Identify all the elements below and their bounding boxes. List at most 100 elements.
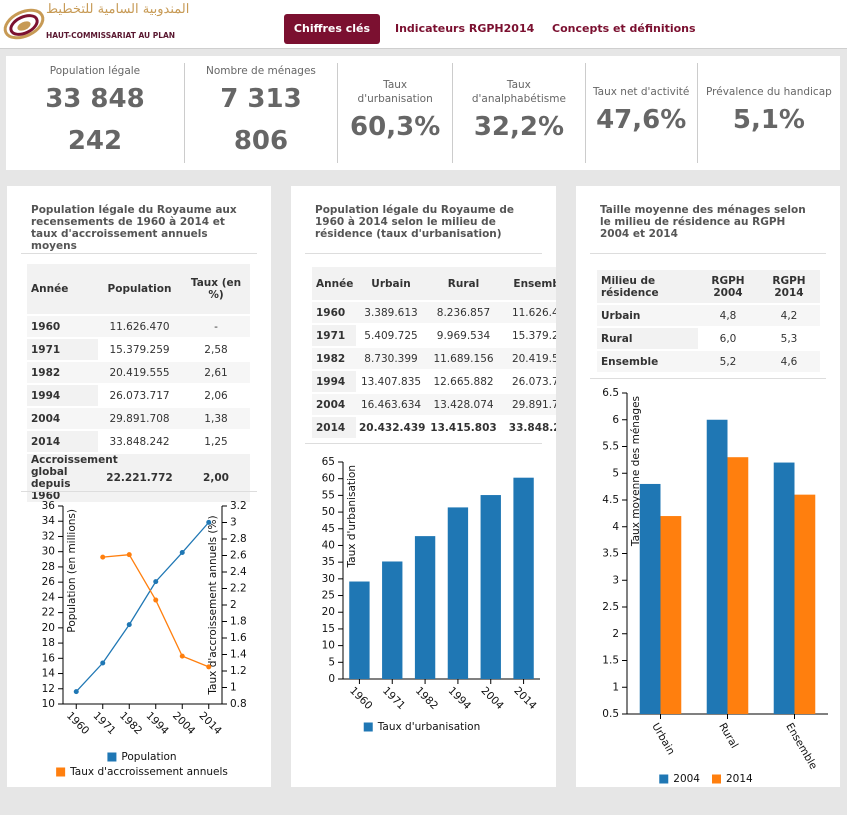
- table-wrap: Année Population Taux (en %) 1960 11.626.470…: [27, 264, 250, 504]
- key-figure-label: Taux d'analphabétisme: [471, 79, 566, 105]
- table-cell: 4,6: [758, 350, 820, 374]
- table-cell: 2,58: [181, 338, 250, 362]
- key-figure-value: 60,3%: [350, 112, 441, 142]
- y-tick-label: 10: [42, 698, 55, 710]
- table-cell: 3.389.613: [356, 301, 426, 325]
- table-cell: 1971: [312, 324, 356, 348]
- x-tick-label: 1971: [380, 685, 407, 712]
- y-tick-label: 0.8: [230, 698, 247, 710]
- table-cell: 13.407.835: [356, 370, 426, 394]
- table-cell: 26.073.717: [501, 370, 556, 394]
- table-cell: 1994: [27, 384, 98, 408]
- y-tick-label: 16: [42, 652, 56, 664]
- table-cell: 1982: [312, 347, 356, 371]
- y-tick-label: 5.5: [602, 441, 619, 453]
- table-cell: Rural: [597, 327, 698, 351]
- panel: Population légale du Royaume aux recense…: [7, 186, 271, 787]
- key-figure: Taux net d'activité 47,6%: [584, 63, 697, 163]
- table-cell: 2014: [312, 415, 356, 440]
- legend-swatch: [363, 722, 373, 732]
- table-cell: 15.379.259: [98, 338, 181, 362]
- separator: [21, 253, 257, 254]
- y-axis-label: Taux d'urbanisation: [346, 465, 358, 569]
- x-tick-label: Rural: [716, 721, 740, 751]
- point: [126, 622, 132, 628]
- key-figure: Prévalence du handicap 5,1%: [696, 63, 840, 163]
- table-cell: 4,2: [758, 304, 820, 328]
- y-tick-label: 0: [328, 673, 335, 685]
- x-tick-label: Urbain: [649, 721, 677, 757]
- key-figures: Population légale 33 848 242 Nombre de mén…: [6, 56, 840, 170]
- bar: [414, 536, 436, 679]
- y-tick-label: 12: [42, 683, 55, 695]
- table-cell: 13.415.803: [426, 415, 501, 440]
- table-cell: Ensemble: [597, 350, 698, 374]
- table-cell: 20.419.555: [501, 347, 556, 371]
- nav-item[interactable]: Indicateurs RGPH2014: [395, 22, 535, 35]
- y-tick-label: 40: [322, 539, 335, 551]
- table-header: Taux (en %): [181, 264, 250, 316]
- point: [100, 660, 106, 666]
- y-tick-label: 35: [322, 556, 335, 568]
- table-cell: 13.428.074: [426, 393, 501, 417]
- table-cell: 15.379.259: [501, 324, 556, 348]
- table-cell: Accroissement global depuis 1960: [27, 453, 118, 504]
- y-axis-label: Population (en millions): [66, 509, 78, 633]
- legend-label: Taux d'urbanisation: [377, 721, 481, 733]
- table-cell: 11.689.156: [426, 347, 501, 371]
- key-figure: Nombre de ménages 7 313 806: [183, 63, 337, 163]
- bar: [794, 494, 816, 714]
- y-tick-label: 15: [322, 623, 335, 635]
- table-header: Milieu de résidence: [597, 270, 698, 305]
- nav-item[interactable]: Concepts et définitions: [552, 22, 696, 35]
- key-figure-value: 47,6%: [596, 105, 687, 135]
- table-cell: 2,06: [181, 384, 250, 408]
- table-cell: Urbain: [597, 304, 698, 328]
- y-tick-label: 26: [42, 576, 56, 588]
- y-tick-label: 20: [322, 606, 335, 618]
- point: [73, 689, 79, 695]
- table-cell: 1,38: [181, 407, 250, 431]
- y-tick-label: 2.2: [230, 583, 247, 595]
- table-cell: 1960: [312, 301, 356, 325]
- table-cell: 2004: [312, 393, 356, 417]
- separator: [305, 443, 542, 444]
- table-cell: 1,25: [181, 430, 250, 454]
- x-tick-label: Ensemble: [783, 721, 819, 772]
- key-figure-label: Population légale: [49, 65, 141, 77]
- y-tick-label: 1.4: [230, 649, 247, 661]
- table-cell: 2004: [27, 407, 98, 431]
- table-cell: 11.626.470: [98, 315, 181, 339]
- table-cell: 16.463.634: [356, 393, 426, 417]
- y-tick-label: 10: [322, 640, 335, 652]
- table-cell: 20.419.555: [98, 361, 181, 385]
- table-row: Accroissement global depuis 1960 22.221.7…: [27, 453, 250, 504]
- point: [206, 519, 212, 525]
- y-tick-label: 30: [322, 573, 335, 585]
- table-row: 2004 29.891.708 1,38: [27, 407, 250, 431]
- bar: [706, 419, 728, 714]
- y-tick-label: 22: [42, 607, 55, 619]
- separator: [21, 491, 257, 492]
- key-figure-label: Prévalence du handicap: [706, 86, 832, 98]
- table-cell: 2014: [27, 430, 98, 454]
- series-line: [102, 553, 209, 668]
- y-tick-label: 14: [42, 668, 56, 680]
- y-tick-label: 5: [612, 467, 619, 479]
- nav-item[interactable]: Chiffres clés: [284, 14, 380, 44]
- point: [153, 579, 159, 585]
- table-cell: 29.891.708: [501, 393, 556, 417]
- table-row: Urbain 4,8 4,2: [597, 304, 820, 328]
- x-tick-label: 1994: [144, 710, 172, 738]
- y-tick-label: 18: [42, 637, 55, 649]
- table-cell: 26.073.717: [98, 384, 181, 408]
- data-table: AnnéeUrbainRuralEnsemble19603.389.6138.2…: [312, 267, 556, 440]
- x-tick-label: 1982: [413, 685, 440, 712]
- table-cell: 2,00: [181, 453, 250, 504]
- y-tick-label: 4: [612, 521, 619, 533]
- legend-label: Population: [121, 751, 176, 763]
- panel-title: Population légale du Royaume de 1960 à 2…: [315, 204, 514, 240]
- table-cell: 1994: [312, 370, 356, 394]
- y-tick-label: 2.5: [602, 601, 619, 613]
